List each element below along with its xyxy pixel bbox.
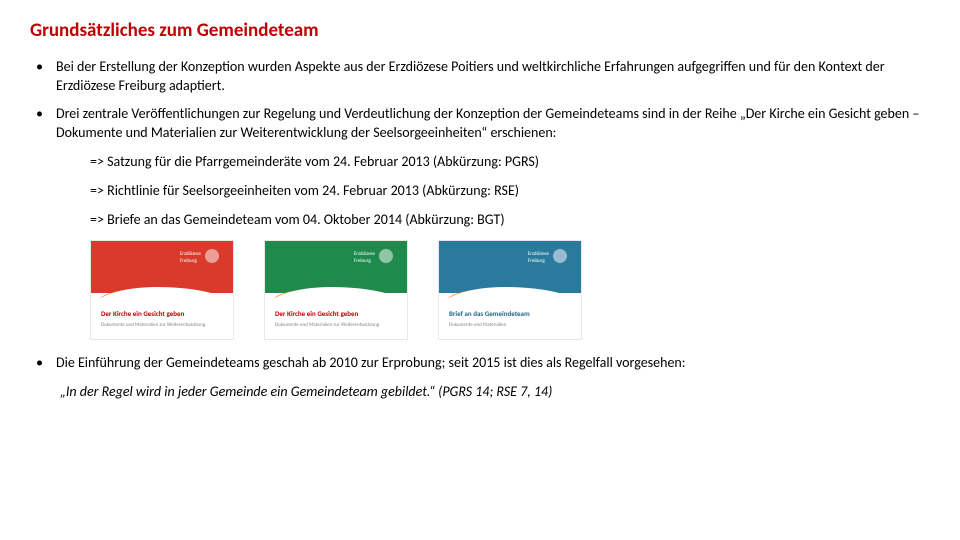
thumb-subtitle: Dokumente und Materialien zur Weiterentw…: [101, 322, 205, 329]
thumb-subtitle: Dokumente und Materialien zur Weiterentw…: [275, 322, 379, 329]
logo-icon: [553, 249, 567, 263]
thumb-title: Der Kirche ein Gesicht geben: [275, 309, 358, 318]
sub-list: => Satzung für die Pfarrgemeinderäte vom…: [30, 153, 930, 230]
quote-text: „In der Regel wird in jeder Gemeinde ein…: [30, 383, 930, 402]
thumbnail-row: ErzdiözeseFreiburg Der Kirche ein Gesich…: [30, 240, 930, 340]
cover-thumb-1: ErzdiözeseFreiburg Der Kirche ein Gesich…: [90, 240, 234, 340]
logo-icon: [379, 249, 393, 263]
bullet-item: • Die Einführung der Gemeindeteams gesch…: [30, 354, 930, 373]
page-title: Grundsätzliches zum Gemeindeteam: [30, 18, 930, 44]
cover-thumb-2: ErzdiözeseFreiburg Der Kirche ein Gesich…: [264, 240, 408, 340]
sub-item: => Briefe an das Gemeindeteam vom 04. Ok…: [90, 211, 930, 230]
bullet-marker: •: [30, 58, 56, 96]
thumb-subtitle: Dokumente und Materialien: [449, 322, 506, 329]
bullet-item: • Bei der Erstellung der Konzeption wurd…: [30, 58, 930, 96]
bullet-marker: •: [30, 354, 56, 373]
logo-icon: [205, 249, 219, 263]
logo-text: ErzdiözeseFreiburg: [354, 251, 375, 265]
bullet-marker: •: [30, 105, 56, 143]
bullet-text: Drei zentrale Veröffentlichungen zur Reg…: [56, 105, 930, 143]
thumb-title: Der Kirche ein Gesicht geben: [101, 309, 184, 318]
sub-item: => Satzung für die Pfarrgemeinderäte vom…: [90, 153, 930, 172]
bullet-text: Die Einführung der Gemeindeteams geschah…: [56, 354, 930, 373]
bullet-item: • Drei zentrale Veröffentlichungen zur R…: [30, 105, 930, 143]
sub-item: => Richtlinie für Seelsorgeeinheiten vom…: [90, 182, 930, 201]
cover-thumb-3: ErzdiözeseFreiburg Brief an das Gemeinde…: [438, 240, 582, 340]
logo-text: ErzdiözeseFreiburg: [180, 251, 201, 265]
bullet-text: Bei der Erstellung der Konzeption wurden…: [56, 58, 930, 96]
logo-text: ErzdiözeseFreiburg: [528, 251, 549, 265]
thumb-title: Brief an das Gemeindeteam: [449, 309, 530, 318]
